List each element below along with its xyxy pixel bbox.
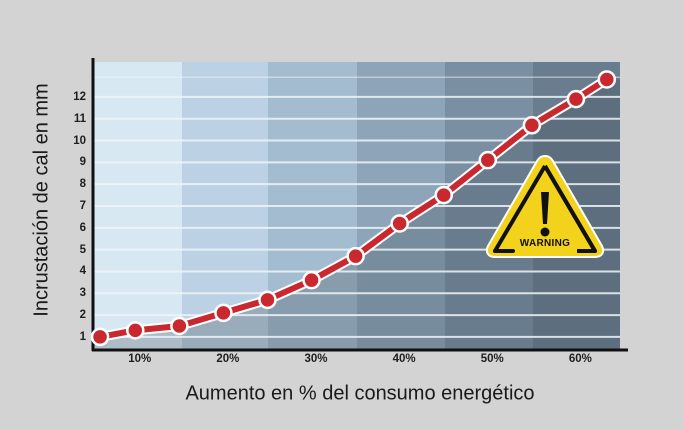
x-tick-label: 40% [392, 353, 416, 365]
warning-triangle-icon [485, 154, 605, 258]
y-tick-label: 8 [79, 178, 86, 191]
data-point [597, 70, 617, 89]
x-tick-label: 50% [480, 353, 504, 365]
data-point [170, 316, 189, 336]
y-tick-label: 5 [79, 243, 86, 256]
y-tick-label: 11 [73, 112, 86, 125]
y-tick-label: 7 [79, 200, 86, 212]
area-under-curve-shade [93, 79, 620, 351]
y-tick-label: 6 [79, 221, 86, 234]
data-point [90, 327, 110, 347]
data-points [90, 70, 617, 347]
y-tick-label: 1 [79, 330, 86, 343]
warning-text: WARNING [519, 238, 571, 249]
y-tick-label: 9 [79, 156, 86, 169]
data-point [434, 185, 453, 205]
x-tick-label: 60% [568, 353, 592, 365]
data-point [566, 89, 586, 109]
y-axis-label: Incrustación de cal en mm [30, 83, 53, 317]
data-point [478, 150, 498, 170]
y-tick-label: 3 [79, 287, 86, 300]
x-tick-label: 30% [304, 353, 328, 365]
data-point [302, 270, 321, 290]
data-point [258, 290, 277, 310]
data-point [126, 321, 145, 340]
y-tick-label: 12 [73, 90, 86, 103]
warning-sign: WARNING [484, 152, 606, 260]
x-tick-label: 20% [216, 353, 240, 365]
x-tick-label: 10% [128, 353, 152, 365]
y-tick-label: 4 [79, 265, 86, 278]
data-point [214, 303, 233, 323]
y-tick-label: 10 [73, 134, 86, 147]
y-tick-label: 2 [79, 309, 86, 322]
axes [91, 58, 628, 352]
data-point [346, 246, 365, 266]
x-axis-label: Aumento en % del consumo energético [185, 382, 535, 405]
data-point [522, 116, 542, 135]
data-point [390, 214, 409, 233]
